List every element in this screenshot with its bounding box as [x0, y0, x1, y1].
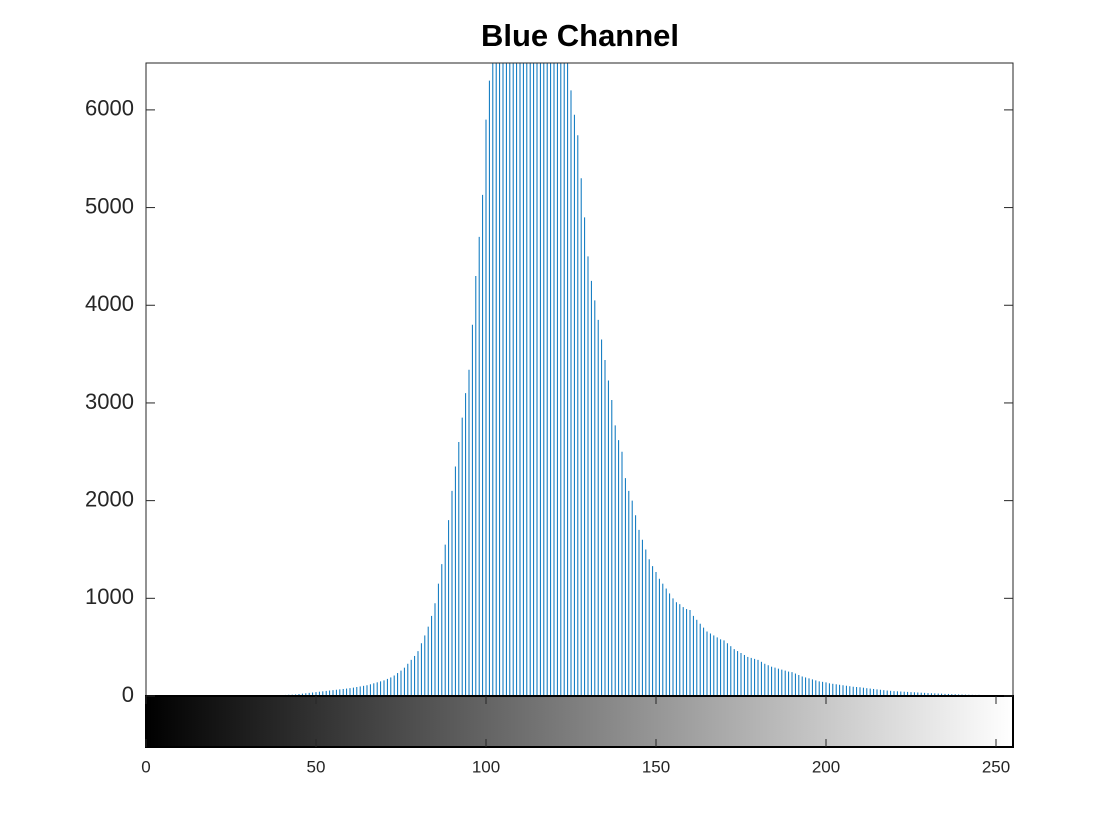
colorbar [145, 695, 1014, 748]
x-tick-label: 50 [307, 757, 326, 776]
y-tick-label: 1000 [85, 584, 134, 609]
y-tick-label: 3000 [85, 389, 134, 414]
x-tick-label: 0 [141, 757, 150, 776]
y-tick-label: 4000 [85, 291, 134, 316]
y-tick-label: 2000 [85, 486, 134, 511]
y-tick-label: 5000 [85, 193, 134, 218]
x-tick-label: 200 [812, 757, 840, 776]
plot-area [146, 63, 1013, 696]
stems [264, 63, 1013, 696]
x-tick-label: 150 [642, 757, 670, 776]
chart-title: Blue Channel [481, 18, 679, 53]
y-tick-label: 0 [122, 682, 134, 707]
x-tick-label: 250 [982, 757, 1010, 776]
y-tick-label: 6000 [85, 96, 134, 121]
x-tick-label: 100 [472, 757, 500, 776]
